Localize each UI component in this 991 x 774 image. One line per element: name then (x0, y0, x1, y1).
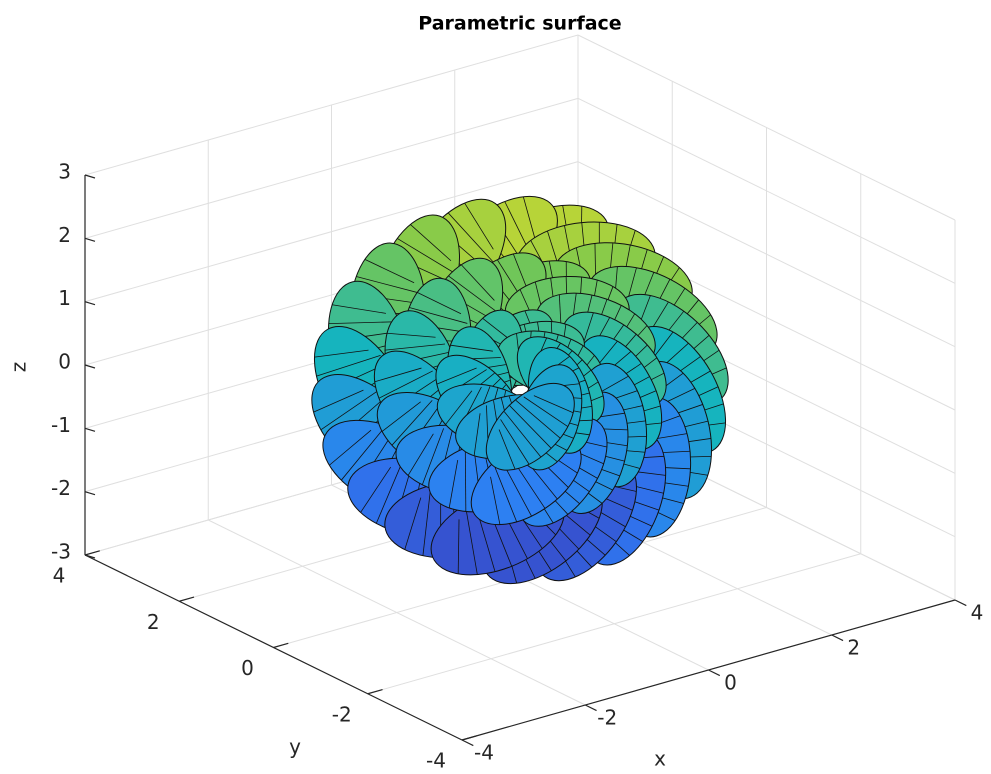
surface-mesh-line (332, 304, 386, 314)
x-tick-label: -4 (474, 741, 494, 765)
surface-mesh-line (328, 321, 396, 325)
surface-mesh-line (490, 476, 501, 525)
surface-mesh-line (473, 413, 481, 456)
x-tick (584, 704, 597, 712)
y-tick (84, 550, 100, 556)
chart-title: Parametric surface (418, 13, 621, 35)
surface-mesh-line (494, 465, 518, 522)
z-tick (84, 174, 96, 179)
z-axis-label: z (7, 362, 31, 373)
surface-mesh-line (445, 390, 473, 425)
y-tick-label: 4 (53, 564, 66, 588)
grid-line (577, 97, 956, 284)
y-tick (179, 596, 195, 602)
surface-mesh-line (417, 292, 462, 315)
surface-mesh-line (316, 354, 381, 377)
x-tick (708, 669, 721, 677)
y-axis-line (84, 554, 463, 741)
y-tick-label: 2 (147, 610, 160, 634)
surface-mesh-line (465, 508, 478, 575)
z-tick (84, 237, 96, 242)
surface-mesh-line (391, 400, 433, 446)
surface-mesh-line (447, 212, 494, 263)
z-tick-label: -3 (51, 540, 71, 564)
surface-mesh-line (313, 389, 364, 413)
surface-mesh-line (457, 519, 460, 574)
surface-mesh-line (381, 401, 421, 432)
surface (311, 195, 729, 585)
x-tick (831, 634, 844, 642)
y-tick-label: -4 (426, 749, 446, 773)
y-tick (273, 642, 289, 649)
grid (84, 34, 956, 741)
surface-mesh-line (397, 238, 456, 274)
x-axis-line (461, 599, 956, 741)
z-tick (84, 491, 96, 496)
grid-line (577, 161, 956, 348)
grid-line (367, 553, 861, 695)
surface-mesh-line (314, 349, 369, 358)
z-tick-label: 3 (58, 160, 71, 184)
x-axis-label: x (654, 747, 666, 771)
surface-mesh-line (404, 497, 422, 550)
z-tick-label: -1 (51, 413, 71, 437)
x-tick (461, 739, 474, 747)
grid-line (577, 34, 956, 221)
z-tick-label: 1 (58, 286, 71, 310)
surface-mesh-line (374, 367, 422, 383)
surface-mesh-line (410, 224, 452, 262)
x-tick-label: 4 (971, 601, 984, 625)
surface-mesh-line (422, 488, 431, 556)
z-tick (84, 301, 96, 306)
z-tick-label: 2 (58, 223, 71, 247)
x-tick-label: 0 (724, 671, 737, 695)
y-tick-label: 0 (241, 656, 254, 680)
surface-mesh-line (523, 396, 568, 427)
grid-line (84, 161, 579, 303)
surface-mesh-line (364, 259, 415, 284)
surface-patch (485, 382, 575, 471)
grid-line (84, 97, 579, 239)
surface-mesh-line (461, 264, 495, 301)
x-tick (954, 599, 967, 607)
surface-mesh-line (329, 429, 372, 466)
surface-mesh-line (498, 429, 516, 470)
surface-mesh-line (407, 433, 434, 476)
surface-mesh-line (320, 391, 377, 431)
surface-mesh-line (464, 451, 467, 512)
surface-mesh-line (450, 344, 493, 352)
surface-mesh-line (509, 405, 552, 449)
surface-mesh-line (360, 466, 392, 513)
surface-mesh-line (356, 276, 422, 294)
z-tick (84, 364, 96, 369)
surface-mesh-line (421, 428, 444, 485)
surface-mesh-line (436, 367, 477, 385)
surface-mesh-line (500, 419, 530, 465)
surface-mesh-line (387, 332, 436, 338)
surface-mesh-line (409, 307, 468, 324)
y-tick-label: -2 (332, 702, 352, 726)
surface-mesh-line (503, 411, 542, 458)
surface-mesh-line (375, 461, 403, 524)
surface-mesh-line (515, 400, 561, 439)
surface-mesh-line (464, 202, 494, 250)
z-tick (84, 427, 96, 432)
z-tick-label: -2 (51, 476, 71, 500)
surface-mesh-line (448, 459, 459, 509)
surface-mesh-line (385, 343, 446, 351)
surface-mesh-line (378, 370, 433, 399)
x-tick-label: -2 (597, 706, 617, 730)
surface-mesh-line (448, 275, 498, 313)
y-tick (367, 688, 383, 695)
y-axis-label: y (289, 735, 301, 759)
z-tick-label: 0 (58, 350, 71, 374)
surface-mesh-line (533, 395, 574, 414)
x-tick-label: 2 (847, 636, 860, 660)
surface-mesh-line (340, 427, 385, 481)
grid-line (84, 34, 579, 176)
